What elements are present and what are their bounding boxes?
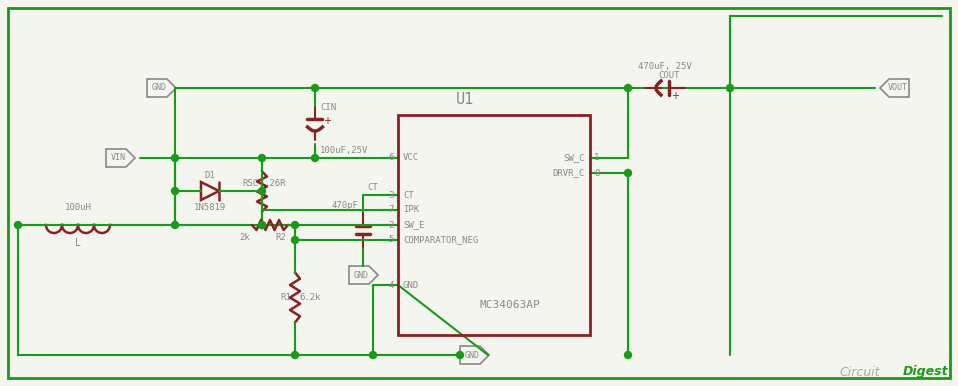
Text: 1N5819: 1N5819 xyxy=(194,203,226,212)
Text: VCC: VCC xyxy=(403,154,419,163)
Circle shape xyxy=(370,352,376,359)
Text: VOUT: VOUT xyxy=(888,83,908,93)
Text: SW_E: SW_E xyxy=(403,220,424,230)
Text: 2k: 2k xyxy=(240,232,250,242)
Circle shape xyxy=(171,188,178,195)
Text: 100uH: 100uH xyxy=(64,203,91,212)
Circle shape xyxy=(625,169,631,176)
Text: R2: R2 xyxy=(275,232,285,242)
Circle shape xyxy=(259,222,265,229)
Text: Circuit: Circuit xyxy=(839,366,880,379)
Text: SW_C: SW_C xyxy=(563,154,585,163)
Bar xyxy=(398,115,590,335)
Circle shape xyxy=(311,85,318,91)
Text: 470uF, 25V: 470uF, 25V xyxy=(638,61,692,71)
Text: 2: 2 xyxy=(389,220,394,230)
Text: 6: 6 xyxy=(389,154,394,163)
Text: CIN: CIN xyxy=(320,103,336,112)
Text: GND: GND xyxy=(403,281,419,290)
Text: 3: 3 xyxy=(389,191,394,200)
Text: 6.2k: 6.2k xyxy=(299,293,321,302)
Circle shape xyxy=(625,352,631,359)
Text: 8: 8 xyxy=(594,169,600,178)
Text: +: + xyxy=(671,91,679,101)
Text: GND: GND xyxy=(354,271,369,279)
Circle shape xyxy=(259,222,265,229)
Circle shape xyxy=(311,154,318,161)
Text: COUT: COUT xyxy=(658,71,680,81)
Text: RSC: RSC xyxy=(243,179,259,188)
Text: 5: 5 xyxy=(389,235,394,244)
Text: DRVR_C: DRVR_C xyxy=(553,169,585,178)
Text: D1: D1 xyxy=(205,171,216,179)
Text: CT: CT xyxy=(403,191,414,200)
Text: 7: 7 xyxy=(389,205,394,215)
Text: 4: 4 xyxy=(389,281,394,290)
Circle shape xyxy=(14,222,21,229)
Text: COMPARATOR_NEG: COMPARATOR_NEG xyxy=(403,235,478,244)
Text: CT: CT xyxy=(367,183,377,191)
Text: GND: GND xyxy=(465,350,480,359)
Circle shape xyxy=(726,85,734,91)
Circle shape xyxy=(291,237,299,244)
Text: .26R: .26R xyxy=(265,179,286,188)
Circle shape xyxy=(171,154,178,161)
Circle shape xyxy=(171,222,178,229)
Circle shape xyxy=(625,85,631,91)
Circle shape xyxy=(457,352,464,359)
Text: U1: U1 xyxy=(456,93,474,107)
Text: Digest: Digest xyxy=(902,366,948,379)
Text: L: L xyxy=(75,238,80,248)
Circle shape xyxy=(291,222,299,229)
Circle shape xyxy=(259,188,265,195)
Text: IPK: IPK xyxy=(403,205,419,215)
Circle shape xyxy=(259,154,265,161)
Circle shape xyxy=(291,352,299,359)
Text: VIN: VIN xyxy=(110,154,125,163)
Text: MC34063AP: MC34063AP xyxy=(480,300,540,310)
Text: 100uF,25V: 100uF,25V xyxy=(320,147,369,156)
Text: +: + xyxy=(323,116,331,126)
Text: 1: 1 xyxy=(594,154,600,163)
Text: GND: GND xyxy=(151,83,167,93)
Text: R1: R1 xyxy=(281,293,291,302)
Text: 470pF: 470pF xyxy=(331,200,358,210)
